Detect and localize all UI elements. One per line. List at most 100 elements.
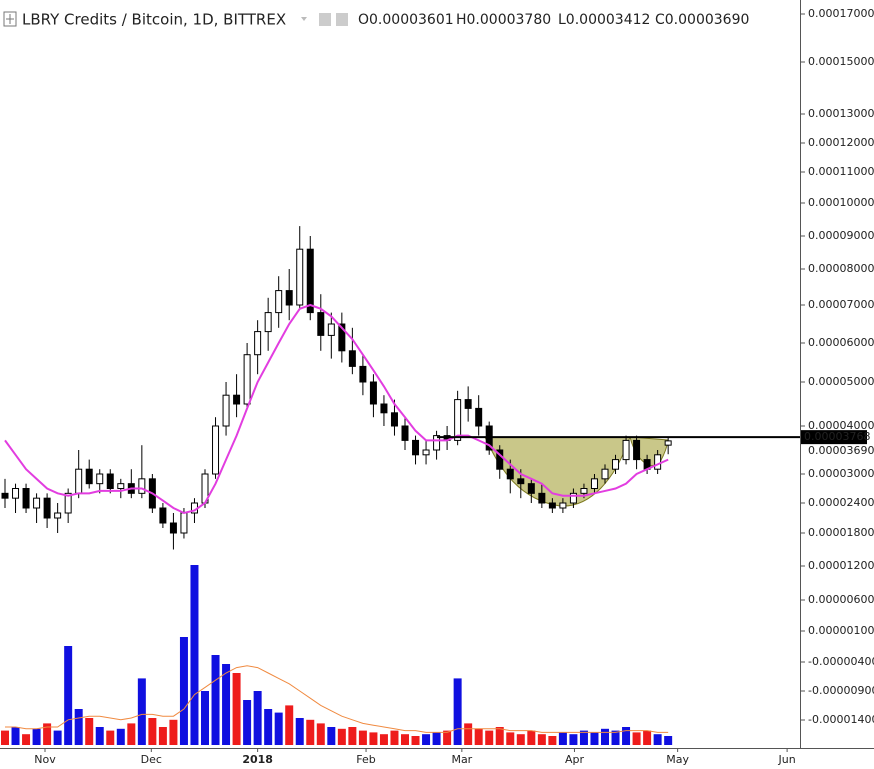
volume-bar xyxy=(611,730,620,745)
x-tick-label: Dec xyxy=(141,753,162,766)
y-tick-label: 0.00004000 xyxy=(808,419,874,432)
volume-bar xyxy=(306,719,315,745)
volume-bar xyxy=(622,727,631,745)
settings-icon[interactable] xyxy=(336,13,348,26)
y-tick-label: -0.00001400 xyxy=(808,713,874,726)
ma-line xyxy=(4,303,669,515)
volume-bar xyxy=(643,730,652,745)
y-tick-label: 0.00008000 xyxy=(808,262,874,275)
volume-bar xyxy=(401,734,409,745)
candle-body xyxy=(222,394,230,427)
chart-title: LBRY Credits / Bitcoin, 1D, BITTREX xyxy=(22,11,286,29)
volume xyxy=(1,565,673,745)
last-price-box xyxy=(801,430,867,445)
volume-bar xyxy=(137,678,146,745)
candle-body xyxy=(243,354,251,405)
candle-body xyxy=(254,331,262,356)
candle-body xyxy=(327,323,335,336)
x-tick-label: Apr xyxy=(565,753,585,766)
candle-body xyxy=(75,468,83,494)
volume-bar xyxy=(53,730,62,745)
candle-body xyxy=(433,435,441,451)
volume-bar xyxy=(127,723,136,745)
volume-bar xyxy=(558,732,567,745)
candle-body xyxy=(348,350,356,367)
candle-body xyxy=(538,492,546,504)
y-tick-label: 0.00010000 xyxy=(808,196,874,209)
volume-bar xyxy=(201,691,209,745)
candle-body xyxy=(264,312,272,333)
y-tick-label: -0.00000400 xyxy=(808,655,874,668)
volume-bar xyxy=(316,723,325,745)
candle-body xyxy=(33,497,41,509)
volume-bar xyxy=(232,673,241,745)
dropdown-icon[interactable] xyxy=(301,17,307,21)
volume-bar xyxy=(601,728,609,745)
candle-body xyxy=(22,488,30,509)
candle-body xyxy=(401,425,409,441)
volume-bar xyxy=(85,718,94,745)
candle-body xyxy=(380,403,388,414)
volume-bar xyxy=(211,655,220,745)
candle-body xyxy=(548,502,556,509)
y-tick-label: 0.00000100 xyxy=(808,624,874,637)
volume-bar xyxy=(474,728,483,745)
y-tick-label: 0.00009000 xyxy=(808,229,874,242)
volume-bar xyxy=(274,712,283,745)
candle-body xyxy=(1,492,9,499)
x-tick-label: Feb xyxy=(356,753,375,766)
volume-bar xyxy=(116,728,125,745)
candle-body xyxy=(654,454,662,470)
volume-bar xyxy=(379,734,388,745)
candle-body xyxy=(338,323,346,352)
candle-body xyxy=(64,492,72,514)
volume-bar xyxy=(148,718,157,745)
y-tick-label: 0.00015000 xyxy=(808,55,874,68)
volume-bar xyxy=(632,732,641,745)
volume-bar xyxy=(179,637,188,745)
y-tick-label: 0.00003000 xyxy=(808,467,874,480)
candle-body xyxy=(454,399,462,441)
menu-icon[interactable] xyxy=(3,11,17,27)
volume-bar xyxy=(464,723,473,745)
volume-bar xyxy=(590,732,599,745)
x-tick-label: Mar xyxy=(451,753,472,766)
candle-body xyxy=(106,473,114,489)
candle-body xyxy=(622,439,630,461)
candle-body xyxy=(180,512,188,534)
volume-bar xyxy=(485,730,494,745)
volume-bar xyxy=(337,728,346,745)
candle-body xyxy=(601,468,609,480)
volume-bar xyxy=(432,732,441,745)
axes: 0.00017000 0.00015000 0.00013000 0.00012000… xyxy=(34,7,874,766)
candle-body xyxy=(233,394,241,405)
volume-bar xyxy=(22,734,31,745)
volume-bar xyxy=(358,730,367,745)
y-tick-label: 0.00000600 xyxy=(808,593,874,606)
candle-body xyxy=(527,483,535,494)
candle-body xyxy=(159,507,167,524)
visibility-icon[interactable] xyxy=(319,13,331,26)
y-tick-label: 0.00007000 xyxy=(808,298,874,311)
volume-bar xyxy=(516,734,525,745)
volume-bar xyxy=(569,734,578,745)
volume-bar xyxy=(422,734,431,745)
candle-body xyxy=(390,412,398,427)
candle-body xyxy=(633,439,641,461)
candle-body xyxy=(96,473,104,485)
volume-bar xyxy=(537,734,546,745)
ohlc-close: C0.00003690 xyxy=(655,12,749,28)
volume-bar xyxy=(169,719,178,745)
candle-body xyxy=(464,399,472,409)
candle-body xyxy=(422,449,430,456)
candle-body xyxy=(590,478,598,490)
volume-bar xyxy=(243,700,252,745)
volume-bar xyxy=(495,727,504,745)
candle-body xyxy=(43,497,51,519)
candle-body xyxy=(117,483,125,489)
volume-bar xyxy=(253,691,262,745)
y-tick-label: 0.00001800 xyxy=(808,526,874,539)
volume-bar xyxy=(411,736,420,745)
volume-bar xyxy=(548,736,557,745)
